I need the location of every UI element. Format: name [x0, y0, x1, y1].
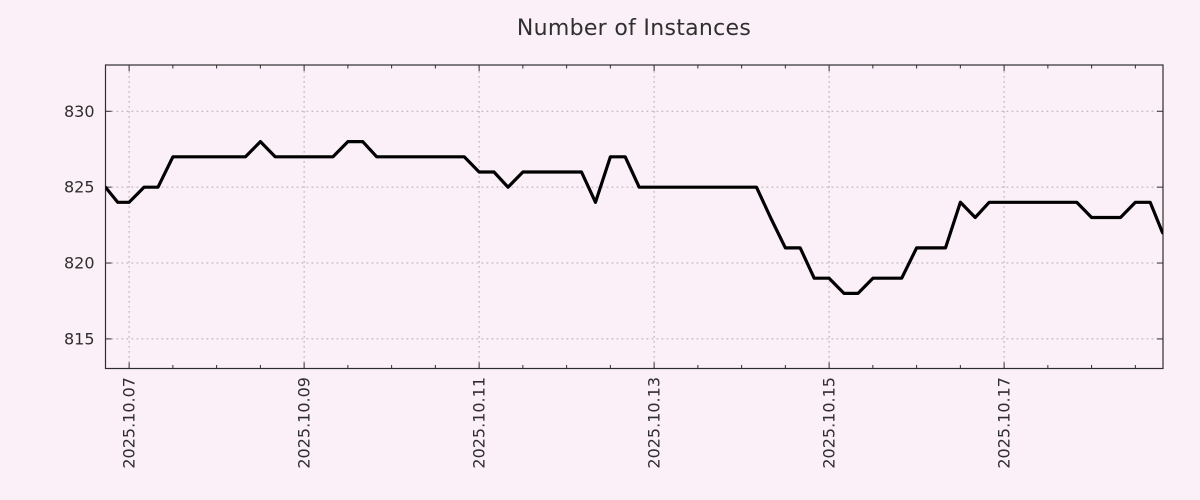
x-tick-label: 2025.10.11 [470, 377, 489, 469]
x-tick-label: 2025.10.13 [645, 377, 664, 469]
chart-title: Number of Instances [516, 16, 752, 41]
y-tick-label: 820 [64, 254, 95, 273]
series-line-instances [105, 140, 1163, 295]
x-tick-label: 2025.10.09 [295, 377, 314, 469]
y-tick-label: 830 [64, 102, 95, 121]
y-tick-label: 825 [64, 178, 95, 197]
x-tick-label: 2025.10.07 [120, 377, 139, 469]
y-tick-label: 815 [64, 329, 95, 348]
x-tick-label: 2025.10.15 [820, 377, 839, 469]
x-tick-label: 2025.10.17 [995, 377, 1014, 469]
plot-border [104, 64, 1164, 370]
